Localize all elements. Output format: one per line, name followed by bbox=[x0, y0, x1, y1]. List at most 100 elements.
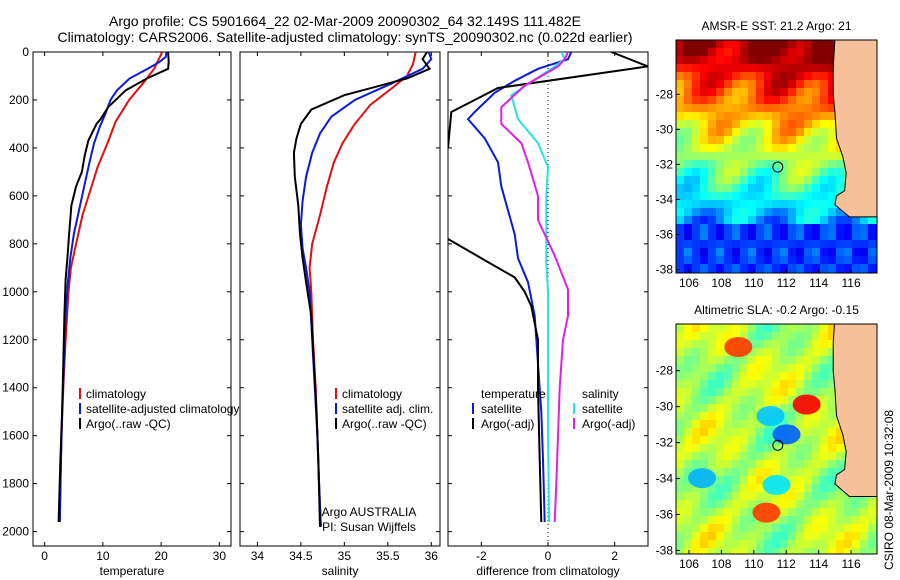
map-cell bbox=[796, 64, 804, 72]
map-cell bbox=[788, 332, 796, 340]
map-cell bbox=[732, 128, 740, 136]
map-cell bbox=[804, 184, 812, 192]
map-cell bbox=[684, 340, 692, 348]
map-cell bbox=[796, 152, 804, 160]
map-cell bbox=[820, 404, 828, 412]
map-cell bbox=[788, 532, 796, 540]
map-cell bbox=[748, 176, 756, 184]
map-cell bbox=[764, 264, 772, 272]
x-tick-label: 2 bbox=[611, 549, 618, 563]
map-cell bbox=[868, 248, 876, 256]
x-tick-label: 20 bbox=[154, 549, 168, 563]
map-cell bbox=[700, 388, 708, 396]
map-cell bbox=[692, 380, 700, 388]
map-cell bbox=[796, 160, 804, 168]
map-cell bbox=[748, 184, 756, 192]
map-cell bbox=[740, 184, 748, 192]
map-cell bbox=[788, 232, 796, 240]
map-cell bbox=[700, 452, 708, 460]
map-cell bbox=[764, 332, 772, 340]
map-cell bbox=[788, 144, 796, 152]
map-cell bbox=[812, 540, 820, 548]
map-cell bbox=[796, 144, 804, 152]
map-y-tick-label: -30 bbox=[656, 400, 674, 414]
map-cell bbox=[772, 184, 780, 192]
map-cell bbox=[692, 200, 700, 208]
map-cell bbox=[868, 532, 876, 540]
map-cell bbox=[676, 184, 684, 192]
map-cell bbox=[812, 452, 820, 460]
map-cell bbox=[820, 484, 828, 492]
map-cell bbox=[828, 428, 836, 436]
map-cell bbox=[812, 176, 820, 184]
map-cell bbox=[676, 348, 684, 356]
map-cell bbox=[724, 444, 732, 452]
map-cell bbox=[740, 120, 748, 128]
map-x-tick-label: 106 bbox=[679, 557, 699, 571]
map-cell bbox=[700, 516, 708, 524]
map-cell bbox=[684, 104, 692, 112]
map-cell bbox=[812, 332, 820, 340]
map-cell bbox=[732, 48, 740, 56]
map-cell bbox=[780, 372, 788, 380]
map-cell bbox=[796, 192, 804, 200]
map-cell bbox=[692, 364, 700, 372]
map-cell bbox=[820, 264, 828, 272]
map-cell bbox=[740, 388, 748, 396]
map-cell bbox=[756, 484, 764, 492]
map-y-tick-label: -38 bbox=[656, 543, 674, 557]
map-cell bbox=[804, 192, 812, 200]
map-cell bbox=[724, 324, 732, 332]
map-cell bbox=[820, 88, 828, 96]
map-cell bbox=[812, 232, 820, 240]
map-cell bbox=[788, 136, 796, 144]
map-cell bbox=[724, 104, 732, 112]
map-cell bbox=[716, 240, 724, 248]
map-cell bbox=[828, 72, 836, 80]
map-cell bbox=[700, 500, 708, 508]
map-cell bbox=[852, 216, 860, 224]
map-cell bbox=[692, 160, 700, 168]
map-cell bbox=[732, 396, 740, 404]
map-cell bbox=[740, 168, 748, 176]
map-cell bbox=[708, 340, 716, 348]
map-cell bbox=[788, 524, 796, 532]
map-cell bbox=[812, 120, 820, 128]
map-cell bbox=[796, 224, 804, 232]
map-cell bbox=[700, 404, 708, 412]
map-cell bbox=[676, 372, 684, 380]
map-x-tick-label: 114 bbox=[809, 557, 828, 571]
map-cell bbox=[772, 176, 780, 184]
map-cell bbox=[820, 184, 828, 192]
map-cell bbox=[764, 452, 772, 460]
map-cell bbox=[860, 532, 868, 540]
map-cell bbox=[828, 380, 836, 388]
map-cell bbox=[780, 540, 788, 548]
map-cell bbox=[836, 208, 844, 216]
map-cell bbox=[732, 248, 740, 256]
map-cell bbox=[716, 548, 724, 554]
map-cell bbox=[828, 40, 836, 48]
map-cell bbox=[692, 80, 700, 88]
map-cell bbox=[684, 136, 692, 144]
map-cell bbox=[780, 516, 788, 524]
map-cell bbox=[676, 452, 684, 460]
map-cell bbox=[788, 476, 796, 484]
map-cell bbox=[724, 40, 732, 48]
map-x-tick-label: 108 bbox=[711, 276, 731, 290]
map-cell bbox=[692, 248, 700, 256]
map-cell bbox=[716, 264, 724, 272]
map-cell bbox=[748, 216, 756, 224]
map-cell bbox=[708, 152, 716, 160]
map-cell bbox=[820, 524, 828, 532]
map-cell bbox=[796, 136, 804, 144]
map-cell bbox=[676, 436, 684, 444]
map-cell bbox=[812, 348, 820, 356]
map-cell bbox=[708, 420, 716, 428]
map-cell bbox=[692, 492, 700, 500]
map-cell bbox=[764, 468, 772, 476]
map-cell bbox=[828, 232, 836, 240]
map-cell bbox=[708, 232, 716, 240]
map-cell bbox=[748, 500, 756, 508]
map-cell bbox=[812, 476, 820, 484]
